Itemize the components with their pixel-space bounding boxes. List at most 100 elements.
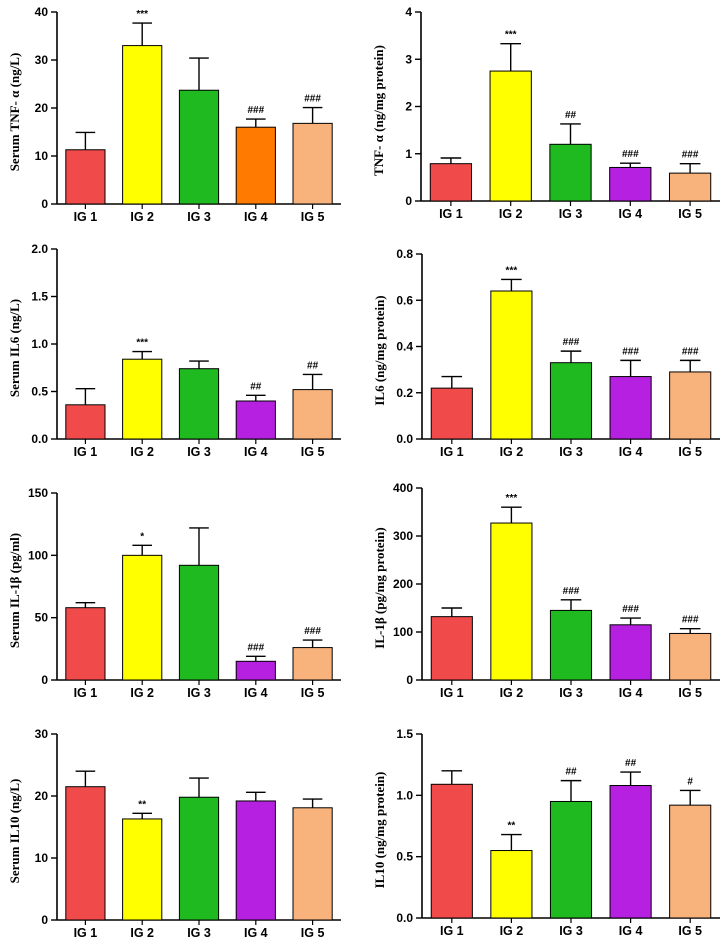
bar-ig-2 — [490, 522, 533, 681]
y-tick-label: 50 — [35, 611, 49, 625]
category-label: IG 2 — [130, 926, 154, 940]
bar-ig-4 — [609, 166, 652, 202]
chart-panel-4: 0.0 0.2 0.4 0.6 0.8 IL6 (ng/mg protein) IG 1 **… — [372, 247, 720, 459]
significance-label: ** — [138, 799, 146, 810]
category-label: IG 4 — [618, 207, 642, 221]
category-label: IG 1 — [440, 445, 464, 459]
significance-label: ### — [682, 346, 699, 357]
bar-ig-5 — [669, 632, 712, 681]
chart-panel-7: 0 10 20 30 Serum IL10 (ng/L) IG 1 ** IG 2 IG 3 IG… — [7, 727, 341, 940]
significance-label: ### — [304, 626, 321, 637]
significance-label: *** — [136, 338, 148, 349]
significance-label: ### — [247, 105, 264, 116]
category-label: IG 4 — [244, 686, 268, 700]
bar-ig-1 — [430, 616, 473, 681]
y-tick-label: 30 — [35, 727, 49, 741]
significance-label: # — [687, 776, 693, 787]
category-label: IG 5 — [301, 926, 325, 940]
category-label: IG 2 — [130, 445, 154, 459]
bar-ig-1 — [429, 163, 473, 202]
bar-ig-1 — [65, 786, 106, 921]
chart-panel-5: 0 50 100 150 Serum IL-1β (pg/ml) IG 1 * IG 2 IG … — [7, 486, 341, 700]
significance-label: ### — [563, 586, 580, 597]
y-tick-label: 0.2 — [396, 386, 413, 400]
y-tick-label: 400 — [393, 481, 413, 495]
bar-ig-2 — [122, 554, 163, 681]
y-tick-label: 10 — [35, 149, 49, 163]
bar-ig-3 — [178, 796, 220, 921]
bar-ig-4 — [235, 400, 276, 440]
chart-panel-1: 0 10 20 30 40 Serum TNF- α (ng/L) IG 1 *** IG 2 I… — [7, 5, 341, 224]
bar-ig-4 — [235, 800, 276, 921]
bar-ig-1 — [65, 404, 106, 440]
y-tick-label: 300 — [393, 529, 413, 543]
y-tick-label: 0.0 — [396, 432, 413, 446]
bar-ig-3 — [549, 362, 593, 440]
y-tick-label: 0.8 — [396, 247, 413, 261]
significance-label: *** — [506, 493, 518, 504]
significance-label: ## — [250, 381, 262, 392]
significance-label: ### — [622, 149, 639, 160]
y-axis-label: Serum TNF- α (ng/L) — [7, 53, 22, 172]
bar-ig-5 — [668, 172, 712, 202]
bar-ig-1 — [430, 783, 473, 919]
y-axis-label: Serum IL6 (ng/L) — [7, 299, 22, 397]
bar-ig-3 — [178, 368, 220, 440]
bar-ig-4 — [609, 624, 652, 681]
y-tick-label: 150 — [28, 486, 48, 500]
category-label: IG 1 — [439, 207, 463, 221]
category-label: IG 4 — [619, 686, 643, 700]
category-label: IG 2 — [499, 207, 523, 221]
category-label: IG 1 — [440, 924, 464, 938]
significance-label: ### — [304, 94, 321, 105]
y-tick-label: 0.5 — [396, 850, 413, 864]
category-label: IG 1 — [74, 445, 98, 459]
bar-ig-4 — [235, 660, 276, 681]
category-label: IG 3 — [559, 924, 583, 938]
category-label: IG 4 — [244, 210, 268, 224]
y-tick-label: 2 — [405, 100, 412, 114]
y-tick-label: 0.0 — [31, 432, 48, 446]
category-label: IG 1 — [74, 686, 98, 700]
y-tick-label: 0 — [41, 913, 48, 927]
category-label: IG 5 — [678, 686, 702, 700]
bar-ig-2 — [490, 290, 533, 440]
category-label: IG 1 — [74, 210, 98, 224]
bar-ig-3 — [549, 609, 593, 681]
y-tick-label: 100 — [28, 548, 48, 562]
significance-label: ## — [565, 110, 577, 121]
bar-ig-5 — [669, 371, 712, 440]
y-tick-label: 4 — [405, 5, 412, 19]
chart-panel-8: 0.0 0.5 1.0 1.5 IL10 (ng/mg protein) IG 1 ** IG… — [372, 727, 720, 938]
category-label: IG 5 — [678, 924, 702, 938]
category-label: IG 5 — [678, 207, 702, 221]
y-axis-label: Serum IL10 (ng/L) — [7, 779, 22, 884]
significance-label: ### — [682, 150, 699, 161]
y-tick-label: 1.0 — [31, 337, 48, 351]
bar-ig-2 — [122, 45, 163, 205]
category-label: IG 2 — [500, 924, 524, 938]
y-tick-label: 0 — [405, 194, 412, 208]
y-tick-label: 20 — [35, 789, 49, 803]
category-label: IG 2 — [130, 686, 154, 700]
significance-label: ### — [622, 604, 639, 615]
bar-ig-4 — [609, 785, 652, 919]
significance-label: * — [140, 531, 144, 542]
category-label: IG 2 — [500, 686, 524, 700]
y-tick-label: 100 — [393, 625, 413, 639]
bar-ig-2 — [490, 850, 533, 919]
category-label: IG 5 — [301, 686, 325, 700]
category-label: IG 3 — [187, 210, 211, 224]
y-tick-label: 1.5 — [396, 727, 413, 741]
significance-label: ## — [565, 767, 577, 778]
significance-label: *** — [505, 30, 517, 41]
y-tick-label: 200 — [393, 577, 413, 591]
category-label: IG 1 — [74, 926, 98, 940]
y-tick-label: 40 — [35, 5, 49, 19]
category-label: IG 3 — [187, 686, 211, 700]
category-label: IG 4 — [244, 926, 268, 940]
chart-panel-3: 0.0 0.5 1.0 1.5 2.0 Serum IL6 (ng/L) IG 1 *** IG… — [7, 242, 341, 459]
category-label: IG 3 — [559, 207, 583, 221]
category-label: IG 2 — [500, 445, 524, 459]
category-label: IG 2 — [130, 210, 154, 224]
